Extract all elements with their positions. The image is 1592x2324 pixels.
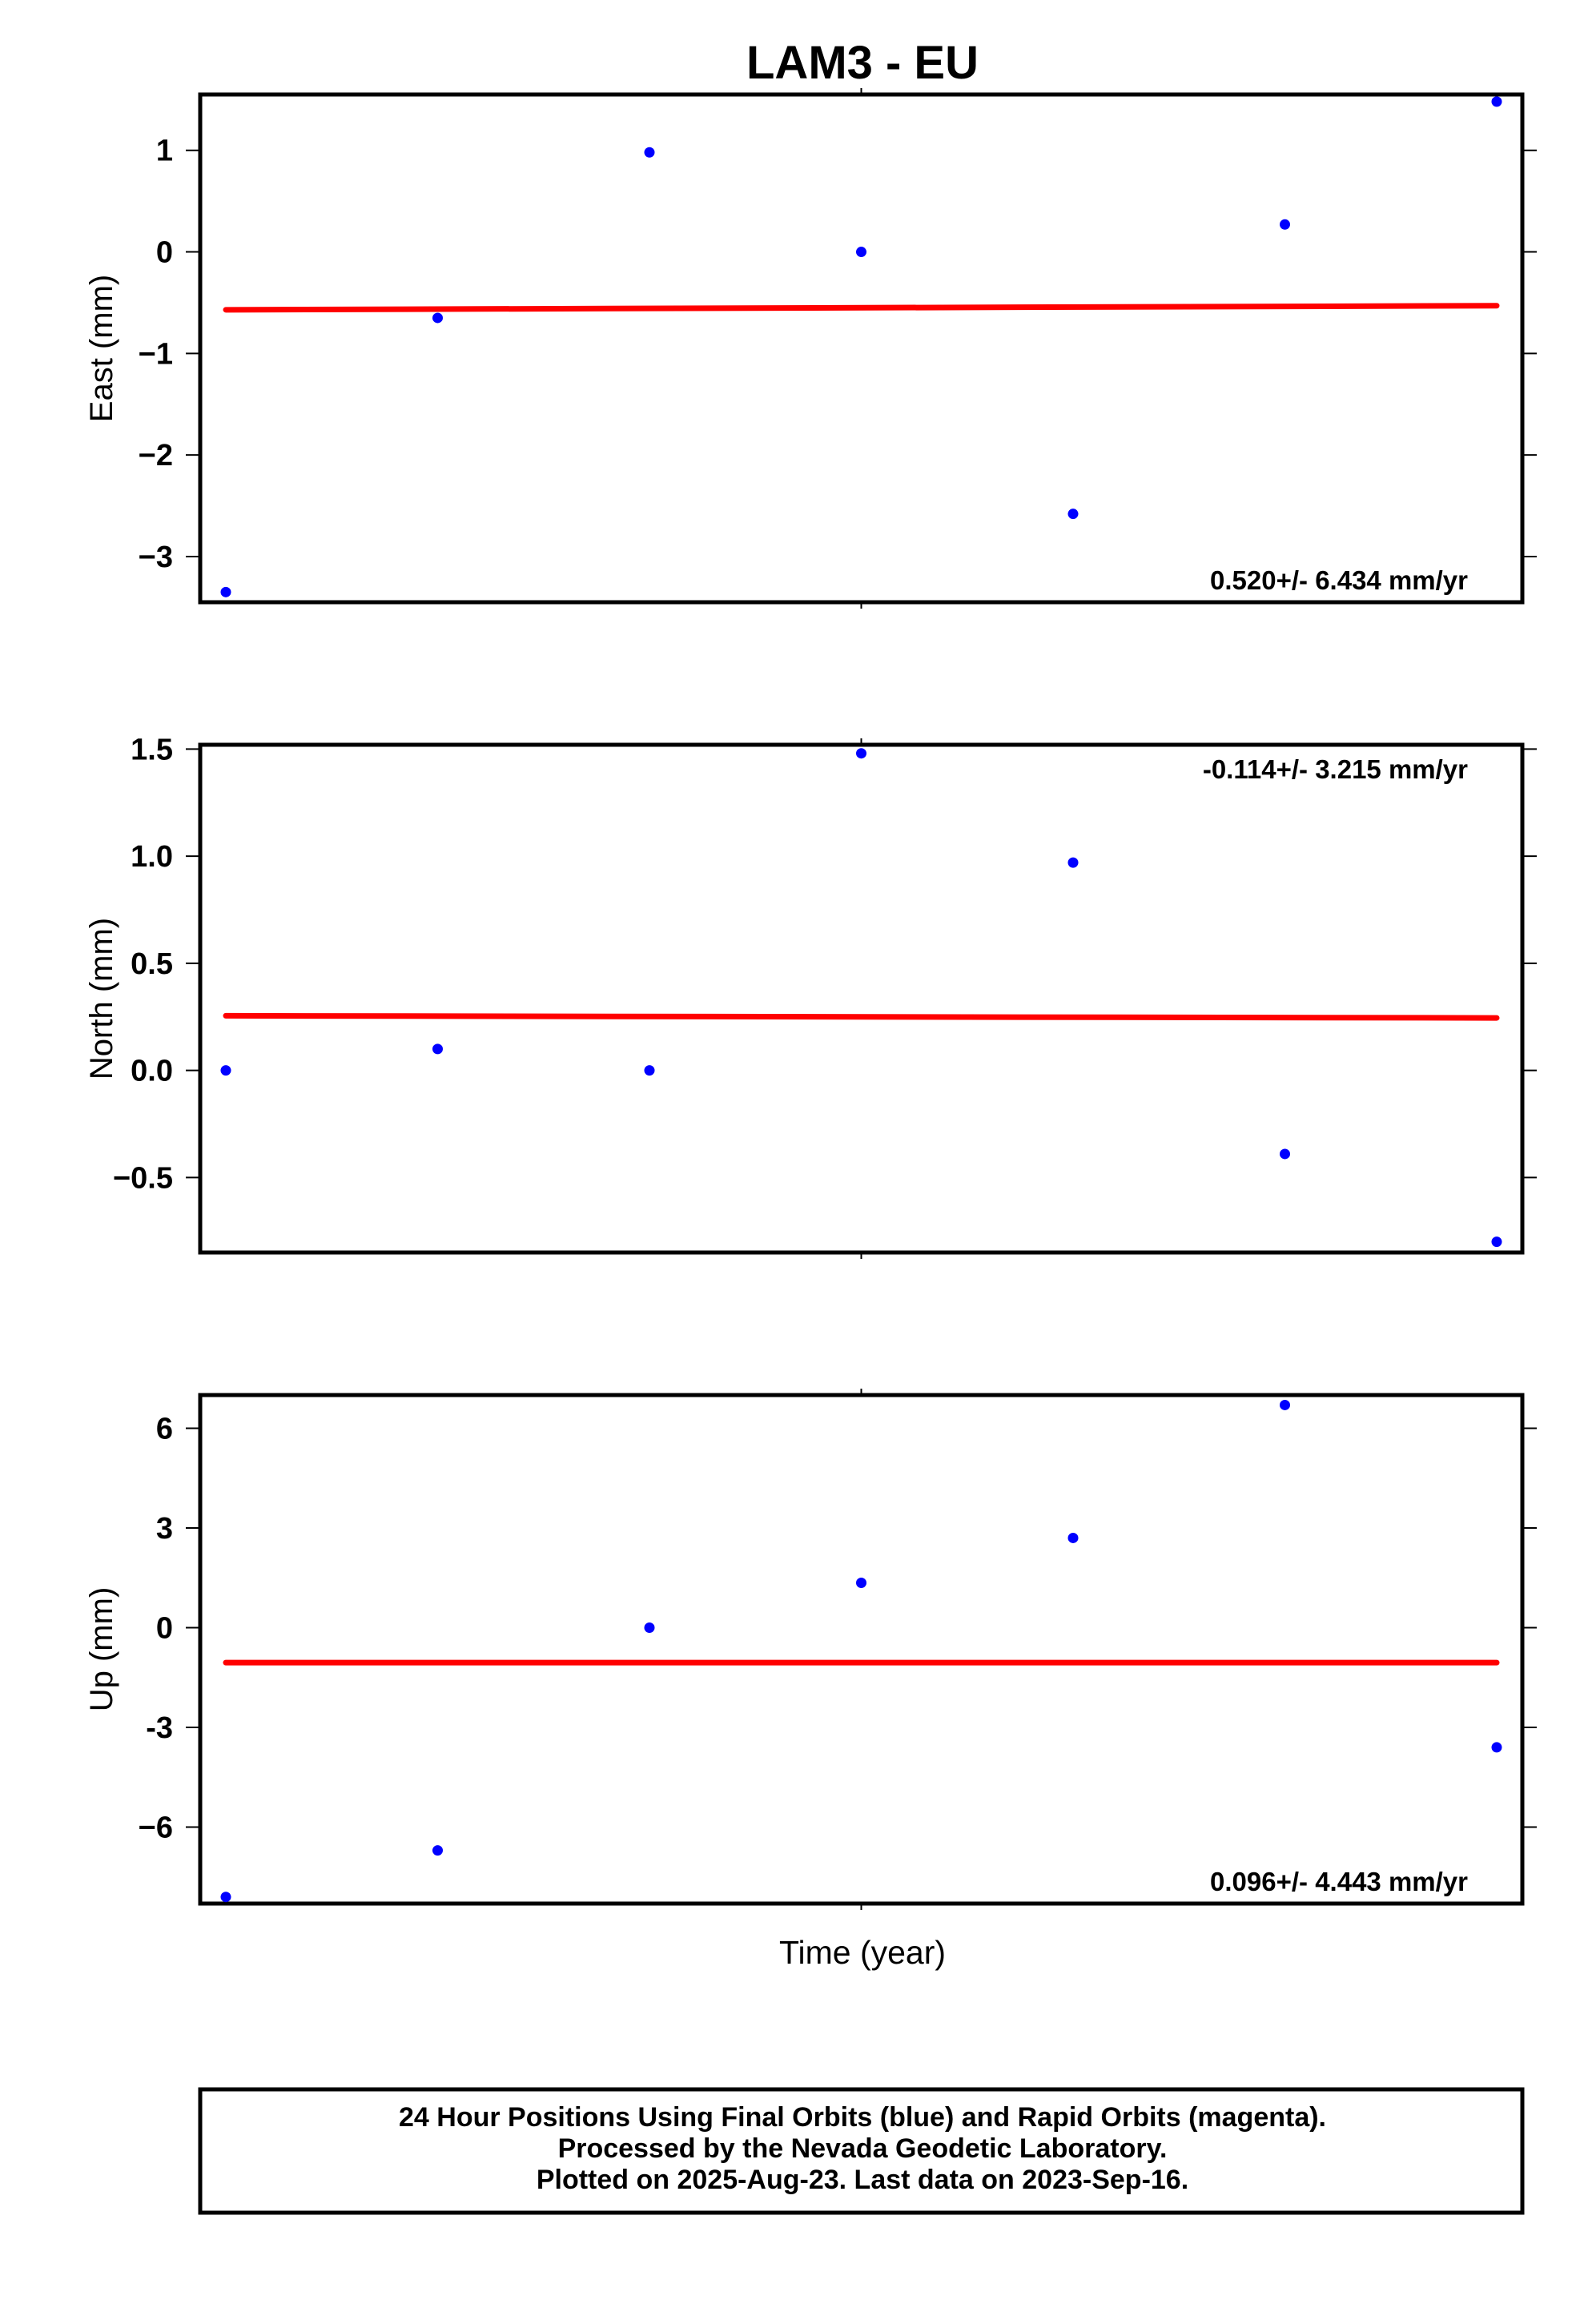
panel-east-frame (198, 92, 1525, 605)
data-point-north (220, 1065, 231, 1076)
footer-line-3: Plotted on 2025-Aug-23. Last data on 202… (537, 2165, 1188, 2195)
data-point-east (856, 247, 866, 258)
panels: 1 0 −1 −2 −3 East (mm) 0.520+/- 6.434 mm/yr 1.5… (84, 88, 1537, 1910)
data-point-up (432, 1845, 443, 1856)
rate-label-east: 0.520+/- 6.434 mm/yr (1210, 565, 1468, 595)
panel-up: 6 3 0 -3 −6 Up (mm) 0.096+/- 4.443 mm/yr (84, 1389, 1537, 1910)
chart-title: LAM3 - EU (746, 37, 979, 89)
trend-line-east (223, 303, 1500, 313)
y-tick-label: 1 (156, 135, 173, 168)
data-point-east (1280, 219, 1290, 230)
footer-line-2: Processed by the Nevada Geodetic Laborat… (558, 2133, 1168, 2164)
y-tick-label: -3 (146, 1711, 173, 1745)
y-tick-label: 6 (156, 1413, 173, 1446)
y-tick-label: −3 (139, 541, 173, 574)
data-point-north (432, 1043, 443, 1055)
panel-up-frame (198, 1393, 1525, 1906)
data-point-up (856, 1577, 866, 1588)
data-point-east (1491, 96, 1502, 107)
data-point-east (1067, 509, 1079, 520)
y-axis-label-east: East (mm) (84, 275, 119, 422)
y-tick-label: 1.5 (131, 733, 173, 766)
data-point-up (1491, 1742, 1502, 1753)
data-point-north (644, 1065, 655, 1076)
rate-label-north: -0.114+/- 3.215 mm/yr (1203, 754, 1468, 784)
y-tick-label: −0.5 (113, 1161, 173, 1195)
data-point-north (856, 748, 866, 759)
y-tick-label: −6 (139, 1811, 173, 1845)
data-point-north (1491, 1236, 1502, 1248)
data-point-up (644, 1622, 655, 1634)
y-axis-label-up: Up (mm) (84, 1587, 119, 1712)
rate-label-up: 0.096+/- 4.443 mm/yr (1210, 1867, 1468, 1896)
y-tick-label: 0 (156, 1612, 173, 1646)
data-point-east (644, 147, 655, 158)
panel-east: 1 0 −1 −2 −3 East (mm) 0.520+/- 6.434 mm/yr (84, 88, 1537, 609)
y-tick-label: 0 (156, 236, 173, 270)
y-tick-label: −2 (139, 439, 173, 472)
panel-north: 1.5 1.0 0.5 0.0 −0.5 North (mm) -0.114+/- 3.21… (84, 733, 1537, 1259)
data-point-up (220, 1892, 231, 1903)
y-tick-label: −1 (139, 337, 173, 371)
footer-line-1: 24 Hour Positions Using Final Orbits (bl… (399, 2102, 1326, 2133)
y-tick-label: 0.5 (131, 947, 173, 981)
data-point-east (432, 312, 443, 324)
data-point-up (1280, 1399, 1290, 1410)
data-point-north (1067, 857, 1079, 868)
data-point-north (1280, 1148, 1290, 1160)
data-point-up (1067, 1532, 1079, 1543)
panel-north-frame (198, 742, 1525, 1255)
data-point-east (220, 586, 231, 597)
y-tick-label: 1.0 (131, 840, 173, 874)
x-axis-label: Time (year) (779, 1934, 946, 1971)
trend-line-north (223, 1012, 1500, 1021)
y-axis-label-north: North (mm) (84, 918, 119, 1080)
footer-box (198, 2087, 1525, 2215)
y-tick-label: 0.0 (131, 1055, 173, 1088)
y-tick-label: 3 (156, 1512, 173, 1546)
